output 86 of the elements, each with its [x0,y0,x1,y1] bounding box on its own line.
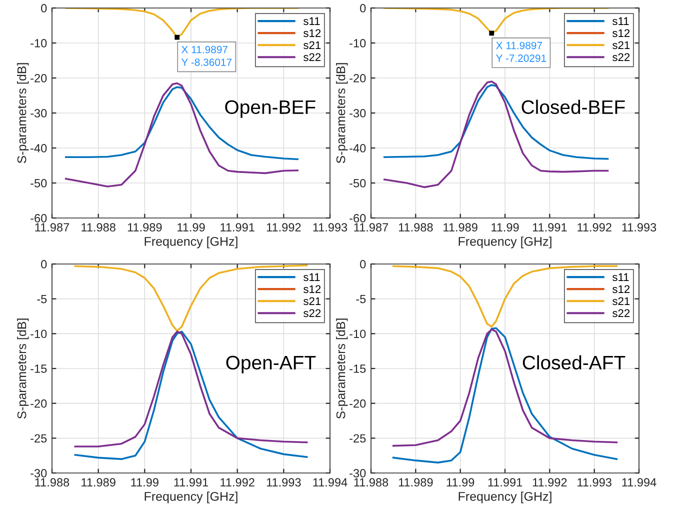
x-tick-label: 11.99 [131,478,158,487]
y-tick-label: -10 [30,330,47,338]
x-tick-label: 11.989 [82,478,116,487]
legend-label: s22 [304,309,321,318]
legend-label: s12 [304,29,321,38]
y-tick-label: -40 [30,144,47,152]
x-tick-label: 11.993 [622,223,656,232]
x-tick-label: 11.994 [622,478,656,487]
legend-label: s22 [304,53,321,62]
x-tick-label: 11.992 [220,478,254,487]
y-tick-label: -50 [350,179,366,188]
y-tick-label: -25 [350,434,366,443]
y-tick-label: -10 [350,330,366,338]
y-tick-label: -5 [356,294,366,304]
legend-label: s11 [304,273,320,282]
x-tick-label: 11.992 [578,223,612,232]
y-tick-label: -15 [30,364,47,373]
legend-label: s21 [304,297,321,306]
x-tick-label: 11.994 [313,478,348,487]
x-tick-label: 11.993 [313,223,348,232]
y-axis-title: S-parameters [dB] [336,63,348,164]
x-tick-label: 11.99 [492,223,519,232]
x-tick-label: 11.991 [488,478,522,487]
x-tick-label: 11.991 [532,223,567,232]
legend-label: s21 [304,41,321,50]
x-tick-label: 11.99 [178,223,205,232]
annotation: Open-AFT [226,356,316,374]
y-tick-label: 0 [41,260,47,268]
x-tick-label: 11.993 [266,478,301,487]
y-tick-label: -5 [37,294,47,304]
y-tick-label: -30 [30,109,47,118]
y-axis-title: S-parameters [dB] [17,63,29,164]
y-axis-title: S-parameters [dB] [17,318,29,419]
x-tick-label: 11.988 [82,223,116,232]
x-axis-title: Frequency [GHz] [144,236,238,248]
x-tick-label: 11.988 [354,478,388,487]
y-axis-title: S-parameters [dB] [336,318,348,419]
legend-label: s11 [612,17,629,26]
legend-label: s22 [612,53,630,62]
y-tick-label: -10 [30,39,47,48]
y-tick-label: -20 [30,74,47,82]
annotation: X 11.9897 Y -7.20291 [496,42,546,62]
y-tick-label: 0 [360,4,366,12]
x-tick-label: 11.99 [446,478,474,487]
y-tick-label: -50 [30,179,47,188]
legend-label: s21 [612,41,630,50]
x-tick-label: 11.992 [532,478,567,487]
x-tick-label: 11.993 [578,478,612,487]
annotation: Open-BEF [225,100,316,118]
x-tick-label: 11.989 [398,478,433,487]
x-tick-label: 11.992 [266,223,301,232]
x-tick-label: 11.991 [174,478,208,487]
y-tick-label: -40 [350,144,366,152]
x-axis-title: Frequency [GHz] [458,236,552,248]
x-tick-label: 11.988 [35,478,70,487]
legend-label: s12 [304,285,321,294]
legend-label: s11 [612,273,629,282]
annotation: Closed-AFT [522,355,626,370]
y-tick-label: -15 [350,364,366,373]
y-tick-label: -25 [30,434,47,443]
annotation: X 11.9897 Y -8.36017 [181,46,232,66]
x-tick-label: 11.987 [35,223,70,232]
x-tick-label: 11.989 [128,223,162,232]
y-tick-label: -10 [350,39,366,48]
x-tick-label: 11.988 [398,223,433,232]
y-tick-label: -60 [350,214,366,222]
y-tick-label: -30 [350,109,366,118]
y-tick-label: 0 [360,260,366,268]
y-tick-label: 0 [41,4,47,12]
y-tick-label: -30 [350,469,366,478]
y-tick-label: -30 [30,469,47,478]
annotation: Closed-BEF [522,100,625,114]
y-tick-label: -20 [350,74,366,82]
y-tick-label: -20 [350,399,366,408]
x-tick-label: 11.991 [220,223,254,232]
x-axis-title: Frequency [GHz] [458,492,552,504]
x-tick-label: 11.989 [444,223,478,232]
y-tick-label: -60 [30,214,47,222]
x-axis-title: Frequency [GHz] [144,492,238,504]
legend-label: s22 [612,309,630,318]
y-tick-label: -20 [30,399,47,408]
legend-label: s12 [612,29,630,38]
legend-label: s21 [612,297,630,306]
x-tick-label: 11.987 [354,223,388,232]
legend-label: s12 [612,285,630,294]
legend-label: s11 [304,17,320,26]
